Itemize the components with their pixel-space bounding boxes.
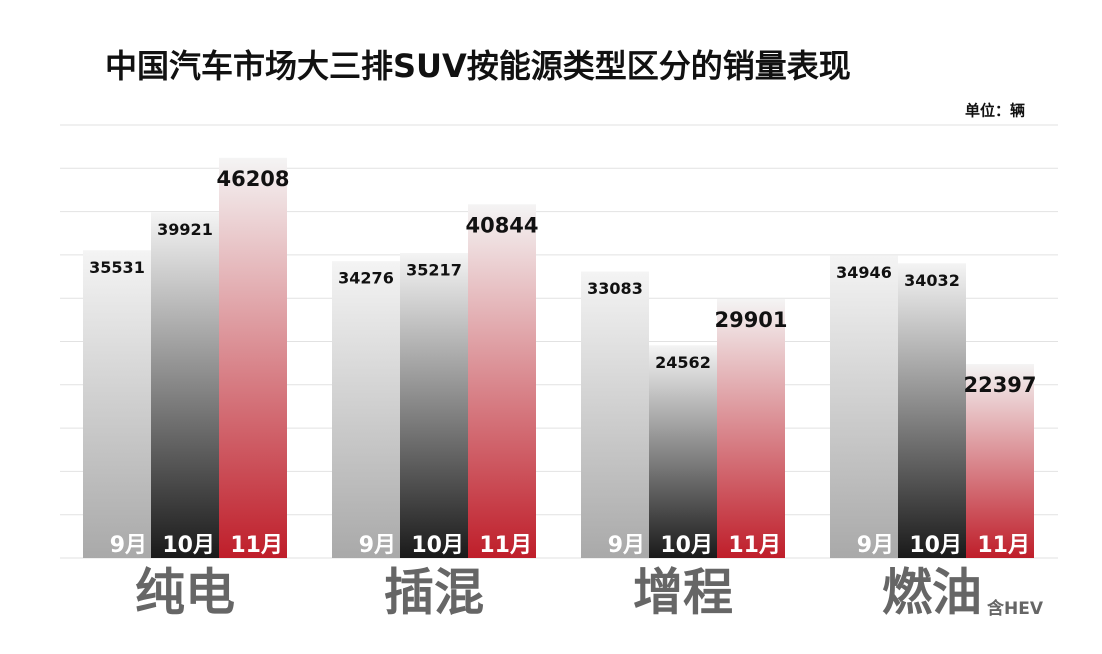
series-label: 11月 [230,533,283,558]
value-label: 35217 [406,261,462,280]
unit-label: 单位：辆 [965,102,1025,120]
series-label: 9月 [359,533,396,558]
series-label: 11月 [728,533,781,558]
series-label: 10月 [411,533,464,558]
series-label: 10月 [909,533,962,558]
annotation: 含HEV [987,598,1044,619]
category-label: 增程 [633,564,733,622]
bar [332,261,400,558]
value-label: 34276 [338,269,394,288]
series-label: 9月 [110,533,147,558]
category-label: 纯电 [135,564,235,622]
value-label: 29901 [714,308,787,332]
bar [400,253,468,558]
bar [898,263,966,558]
category-label: 燃油 [882,564,982,622]
bar [717,299,785,558]
value-label: 35531 [89,258,145,277]
category-label: 插混 [384,564,484,622]
series-label: 9月 [857,533,894,558]
bar [581,271,649,558]
value-label: 34032 [904,271,960,290]
bar [966,364,1034,558]
bar [468,204,536,558]
bar [649,345,717,558]
series-label: 10月 [660,533,713,558]
bar [219,157,287,558]
bar [83,250,151,558]
value-label: 34946 [836,263,892,282]
value-label: 39921 [157,220,213,239]
series-label: 11月 [977,533,1030,558]
series-label: 11月 [479,533,532,558]
value-label: 40844 [465,213,538,237]
bar [151,212,219,559]
value-label: 33083 [587,279,643,298]
chart-title: 中国汽车市场大三排SUV按能源类型区分的销量表现 [105,47,851,85]
series-label: 9月 [608,533,645,558]
bar [830,255,898,558]
value-label: 46208 [216,167,289,191]
value-label: 24562 [655,353,711,372]
value-label: 22397 [963,373,1036,397]
series-label: 10月 [162,533,215,558]
